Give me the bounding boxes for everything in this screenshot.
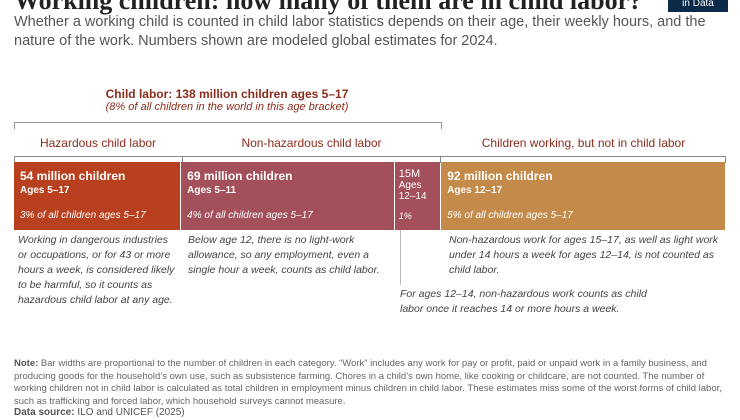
segment-age-label: Ages 12–17 <box>447 185 503 196</box>
segment-share-label: 4% of all children ages 5–17 <box>187 210 313 221</box>
category-hazardous-label: Hazardous child labor <box>39 136 157 150</box>
note-not-child-labor: Non-hazardous work for ages 15–17, as we… <box>449 234 719 276</box>
bar-segment-not-child-labor: 92 million children Ages 12–17 5% of all… <box>441 162 725 230</box>
bar-segment-nonhazardous-under12: 69 million children Ages 5–11 4% of all … <box>181 162 394 230</box>
publisher-logo[interactable]: in Data <box>668 0 728 12</box>
child-labor-bracket <box>14 122 442 129</box>
note-label: Note: <box>14 358 39 369</box>
category-tick <box>14 156 15 163</box>
segment-value-label: 15M <box>398 168 421 180</box>
child-labor-total-sublabel: (8% of all children in the world in this… <box>105 101 349 113</box>
segment-age-label: Ages 12–14 <box>398 180 427 202</box>
segment-value-label: 92 million children <box>447 169 553 183</box>
bar-segment-nonhazardous-12-14: 15M Ages 12–14 1% <box>394 162 441 230</box>
annotation-line <box>400 230 401 285</box>
segment-share-label: 1% <box>398 211 412 221</box>
bar-segment-hazardous: 54 million children Ages 5–17 3% of all … <box>14 162 181 230</box>
category-not-labor-label: Children working, but not in child labor <box>481 136 686 150</box>
data-source: Data source: ILO and UNICEF (2025) <box>14 407 185 418</box>
note-text: Bar widths are proportional to the numbe… <box>14 358 722 407</box>
chart-title: Working children: how many of them are i… <box>14 0 643 15</box>
category-tick <box>725 156 726 163</box>
category-nonhazardous-label: Non-hazardous child labor <box>241 136 382 150</box>
footer-note: Note: Bar widths are proportional to the… <box>14 358 726 408</box>
category-axis-line <box>14 156 726 157</box>
category-tick <box>440 156 441 163</box>
segment-share-label: 5% of all children ages 5–17 <box>447 210 573 221</box>
note-hazardous: Working in dangerous industries or occup… <box>18 234 175 306</box>
chart-subtitle: Whether a working child is counted in ch… <box>14 14 706 49</box>
segment-value-label: 69 million children <box>187 169 293 183</box>
segment-share-label: 3% of all children ages 5–17 <box>20 210 146 221</box>
note-under12: Below age 12, there is no light-work all… <box>188 234 380 276</box>
note-age-12-14: For ages 12–14, non-hazardous work count… <box>400 288 647 315</box>
source-label: Data source: <box>14 407 75 418</box>
category-tick <box>182 156 183 163</box>
segment-age-label: Ages 5–11 <box>187 185 237 196</box>
segment-age-label: Ages 5–17 <box>20 185 70 196</box>
child-labor-total-label: Child labor: 138 million children ages 5… <box>105 87 349 101</box>
segment-value-label: 54 million children <box>20 169 126 183</box>
source-text: ILO and UNICEF (2025) <box>77 407 185 418</box>
